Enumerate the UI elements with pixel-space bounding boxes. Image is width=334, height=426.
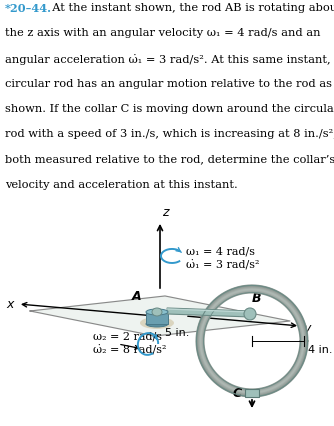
Ellipse shape [146, 309, 168, 315]
Text: 5 in.: 5 in. [165, 327, 189, 337]
Ellipse shape [140, 317, 174, 329]
Text: B: B [252, 291, 262, 304]
Text: x: x [6, 298, 14, 311]
Text: circular rod has an angular motion relative to the rod as: circular rod has an angular motion relat… [5, 78, 332, 89]
Text: ω₁ = 4 rad/s: ω₁ = 4 rad/s [186, 246, 255, 256]
Text: *20–44.: *20–44. [5, 3, 52, 14]
Text: velocity and acceleration at this instant.: velocity and acceleration at this instan… [5, 179, 238, 189]
Text: ω̇₁ = 3 rad/s²: ω̇₁ = 3 rad/s² [186, 258, 260, 269]
Text: y: y [303, 322, 311, 335]
Text: shown. If the collar C is moving down around the circular: shown. If the collar C is moving down ar… [5, 104, 334, 114]
Text: z: z [162, 205, 168, 219]
Text: ω̇₂ = 8 rad/s²: ω̇₂ = 8 rad/s² [93, 343, 167, 354]
Text: A: A [132, 289, 142, 302]
Polygon shape [167, 308, 250, 317]
Text: 4 in.: 4 in. [308, 344, 333, 354]
Polygon shape [30, 296, 290, 336]
Ellipse shape [152, 308, 162, 316]
Polygon shape [146, 312, 168, 324]
Text: At the instant shown, the rod AB is rotating about: At the instant shown, the rod AB is rota… [45, 3, 334, 13]
Text: both measured relative to the rod, determine the collar’s: both measured relative to the rod, deter… [5, 154, 334, 164]
Text: angular acceleration ω̇₁ = 3 rad/s². At this same instant, the: angular acceleration ω̇₁ = 3 rad/s². At … [5, 53, 334, 64]
Circle shape [244, 308, 256, 320]
Text: rod with a speed of 3 in./s, which is increasing at 8 in./s²,: rod with a speed of 3 in./s, which is in… [5, 129, 334, 139]
Text: ω₂ = 2 rad/s: ω₂ = 2 rad/s [93, 331, 162, 341]
Text: C: C [233, 386, 242, 400]
Ellipse shape [146, 321, 168, 327]
Text: the z axis with an angular velocity ω₁ = 4 rad/s and an: the z axis with an angular velocity ω₁ =… [5, 28, 321, 38]
Polygon shape [245, 389, 259, 397]
